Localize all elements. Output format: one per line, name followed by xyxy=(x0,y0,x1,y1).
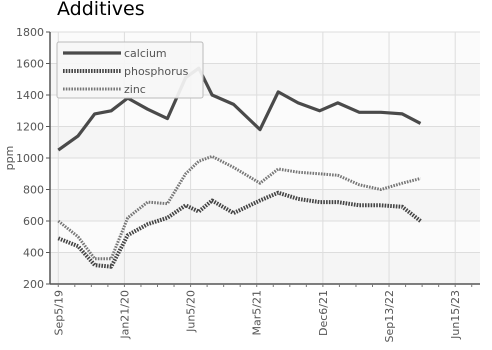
y-tick-label: 400 xyxy=(23,247,44,260)
series-lines xyxy=(57,66,422,269)
x-axis-ticks: Sep5/19 Jan21/20 Jun5/20 Mar5/21 Dec6/21 Sep1… xyxy=(52,284,473,342)
series-line-calcium xyxy=(57,66,422,152)
y-axis-ticks: 200 400 600 800 1000 1200 1400 1600 1800 xyxy=(16,26,50,291)
plot-band xyxy=(50,126,480,158)
y-tick-label: 200 xyxy=(23,278,44,291)
x-tick-label: Jan21/20 xyxy=(118,290,131,340)
x-tick-label: Jun15/23 xyxy=(449,290,462,340)
plot-band xyxy=(50,158,480,190)
chart-title: Additives xyxy=(57,0,145,20)
y-tick-label: 1800 xyxy=(16,26,44,39)
legend-label-zinc: zinc xyxy=(124,83,146,96)
x-tick-label: Jun5/20 xyxy=(185,290,198,333)
x-tick-label: Sep13/22 xyxy=(383,290,396,342)
legend-box xyxy=(56,41,204,99)
plot-band xyxy=(50,252,480,284)
series-line-zinc xyxy=(57,154,421,261)
y-tick-label: 600 xyxy=(23,215,44,228)
series-line-phosphorus xyxy=(57,190,422,269)
legend: calcium phosphorus zinc xyxy=(56,41,204,99)
plot-band xyxy=(50,221,480,253)
x-tick-label: Mar5/21 xyxy=(251,290,264,335)
y-tick-label: 1200 xyxy=(16,121,44,134)
y-tick-label: 1400 xyxy=(16,89,44,102)
legend-label-calcium: calcium xyxy=(124,47,167,60)
y-tick-label: 1000 xyxy=(16,152,44,165)
x-tick-label: Sep5/19 xyxy=(52,290,65,335)
y-tick-label: 1600 xyxy=(16,58,44,71)
plot-band xyxy=(50,189,480,221)
legend-label-phosphorus: phosphorus xyxy=(124,65,189,78)
y-axis-label: ppm xyxy=(3,146,16,171)
x-tick-label: Dec6/21 xyxy=(317,290,330,336)
y-tick-label: 800 xyxy=(23,184,44,197)
